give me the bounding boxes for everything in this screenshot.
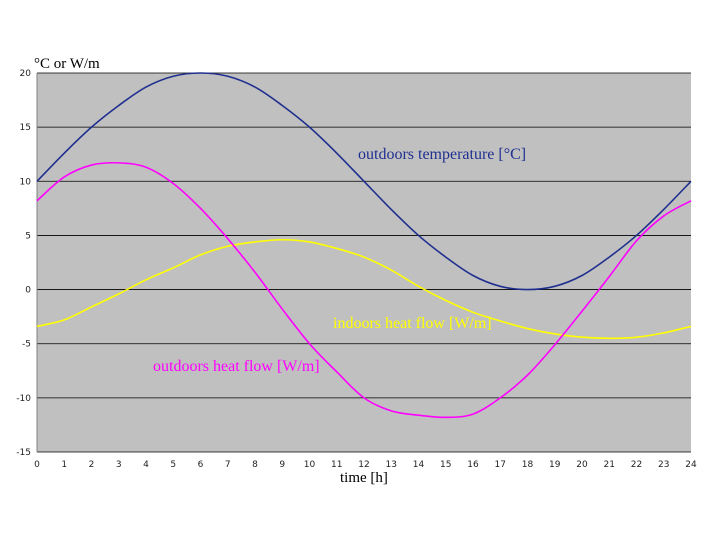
x-tick-label: 20 (576, 460, 588, 470)
y-tick-labels: -15 -10 -5 0 5 10 15 20 (16, 69, 31, 458)
x-axis-title: time [h] (340, 470, 388, 486)
x-tick-label: 14 (413, 460, 425, 470)
x-tick-label: 6 (198, 460, 204, 470)
y-axis-title: °C or W/m (34, 56, 100, 72)
x-tick-label: 5 (170, 460, 176, 470)
x-tick-label: 11 (331, 460, 342, 470)
series-line-1 (36, 238, 692, 340)
series-label-outdoors-temperature: outdoors temperature [°C] (358, 146, 526, 163)
x-tick-label: 0 (34, 460, 40, 470)
y-tick-label: 15 (20, 123, 31, 133)
x-tick-label: 12 (358, 460, 369, 470)
y-tick-label: -10 (16, 394, 31, 404)
y-tick-label: 10 (20, 177, 32, 187)
x-tick-label: 3 (116, 460, 122, 470)
x-tick-label: 10 (304, 460, 316, 470)
x-tick-label: 4 (143, 460, 149, 470)
series-line-0 (36, 72, 692, 291)
y-tick-label: -5 (22, 340, 31, 350)
series-line-2 (36, 161, 692, 419)
series-label-indoors-heat-flow: indoors heat flow [W/m] (333, 315, 492, 332)
x-tick-label: 2 (89, 460, 95, 470)
x-tick-label: 9 (279, 460, 285, 470)
x-tick-label: 15 (440, 460, 451, 470)
x-tick-label: 1 (61, 460, 67, 470)
y-tick-label: 5 (25, 231, 31, 241)
x-tick-label: 21 (604, 460, 615, 470)
x-tick-label: 19 (549, 460, 561, 470)
x-tick-labels: 0 1 2 3 4 5 6 7 8 9 10 11 12 13 14 15 16 17 18 19 20 21 22 23 24 (34, 460, 697, 470)
x-tick-label: 16 (467, 460, 479, 470)
x-tick-label: 17 (495, 460, 506, 470)
x-tick-label: 7 (225, 460, 231, 470)
x-tick-label: 24 (685, 460, 697, 470)
series-lines (36, 72, 692, 419)
y-tick-label: 0 (25, 286, 31, 296)
x-tick-label: 23 (658, 460, 669, 470)
y-tick-label: 20 (20, 69, 32, 79)
series-label-outdoors-heat-flow: outdoors heat flow [W/m] (153, 358, 320, 375)
x-tick-label: 13 (386, 460, 397, 470)
x-tick-label: 18 (522, 460, 534, 470)
plot-area (37, 73, 691, 452)
x-tick-label: 8 (252, 460, 258, 470)
y-tick-label: -15 (16, 448, 31, 458)
x-tick-label: 22 (631, 460, 642, 470)
